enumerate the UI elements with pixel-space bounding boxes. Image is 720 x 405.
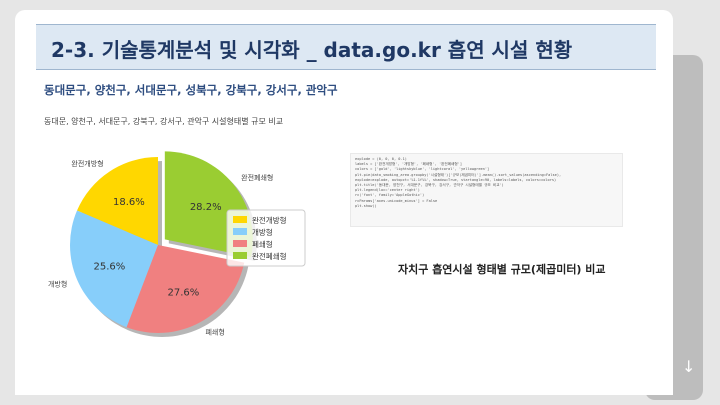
pie-slice-open xyxy=(69,210,158,328)
slide-title: 2-3. 기술통계분석 및 시각화 _ data.go.kr 흡연 시설 현황 xyxy=(51,38,573,62)
code-line: plt.pie(data_smoking_area.groupby('시설형태'… xyxy=(355,172,562,177)
legend-swatch xyxy=(233,216,247,223)
pie-percent-label: 28.2% xyxy=(190,202,222,213)
code-line: explode=explode, autopct='%1.1f%%', shad… xyxy=(355,177,557,182)
legend-label: 폐쇄형 xyxy=(252,239,273,249)
code-line: rc('font', family='AppleGothic') xyxy=(355,193,425,198)
legend-label: 완전개방형 xyxy=(252,215,287,225)
code-line: rcParams['axes.unicode_minus'] = False xyxy=(355,198,438,203)
code-line: plt.show() xyxy=(355,203,377,208)
code-line: colors = ['gold', 'lightskyblue', 'light… xyxy=(355,167,490,172)
pie-percent-label: 25.6% xyxy=(94,262,126,273)
pie-category-label: 완전개방형 xyxy=(71,159,103,168)
slide-subtitle: 동대문구, 양천구, 서대문구, 성북구, 강북구, 강서구, 관악구 xyxy=(44,83,338,97)
legend-label: 개방형 xyxy=(252,227,273,237)
title-bar: 2-3. 기술통계분석 및 시각화 _ data.go.kr 흡연 시설 현황 xyxy=(36,24,656,70)
pie-slice-closed xyxy=(126,245,245,333)
legend-swatch xyxy=(233,228,247,235)
chart-title: 동대문, 양천구, 서대문구, 강북구, 강서구, 관악구 시설형태별 규모 비… xyxy=(44,117,284,126)
pie-slice-full-open xyxy=(77,157,158,245)
code-line: plt.title('동대문, 양천구, 서대문구, 강북구, 강서구, 관악구… xyxy=(355,183,504,188)
pie-percent-label: 27.6% xyxy=(168,287,200,298)
down-arrow-icon[interactable]: ↓ xyxy=(682,357,696,376)
pie-category-label: 완전폐쇄형 xyxy=(241,173,273,182)
chart-caption: 자치구 흡연시설 형태별 규모(제곱미터) 비교 xyxy=(398,263,606,276)
pie-percent-label: 18.6% xyxy=(113,197,145,208)
code-line: labels = ['완전개방형', '개방형', '폐쇄형', '완전폐쇄형'… xyxy=(355,162,462,167)
pie-category-label: 폐쇄형 xyxy=(205,327,224,336)
legend-swatch xyxy=(233,252,247,259)
code-block: explode = (0, 0, 0, 0.1) labels = ['완전개방… xyxy=(350,153,623,227)
legend-swatch xyxy=(233,240,247,247)
code-line: plt.legend(loc='center right') xyxy=(355,188,420,193)
code-line: explode = (0, 0, 0, 0.1) xyxy=(355,157,407,161)
legend-label: 완전폐쇄형 xyxy=(252,251,287,261)
pie-category-label: 개방형 xyxy=(48,280,67,289)
